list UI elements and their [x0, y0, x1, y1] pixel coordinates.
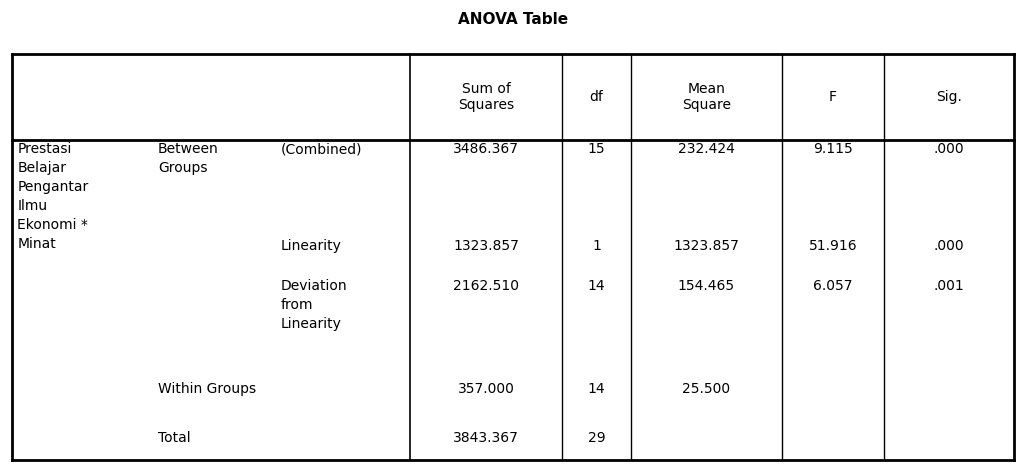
Text: Prestasi
Belajar
Pengantar
Ilmu
Ekonomi *
Minat: Prestasi Belajar Pengantar Ilmu Ekonomi … [17, 142, 88, 251]
Text: Linearity: Linearity [281, 239, 342, 253]
Text: .001: .001 [934, 279, 964, 293]
Text: F: F [829, 90, 837, 104]
Text: Mean
Square: Mean Square [682, 82, 731, 112]
Text: .000: .000 [934, 142, 964, 156]
Text: df: df [590, 90, 603, 104]
Text: Within Groups: Within Groups [158, 382, 256, 396]
Text: 25.500: 25.500 [682, 382, 731, 396]
Text: 3486.367: 3486.367 [453, 142, 519, 156]
Text: 2162.510: 2162.510 [453, 279, 519, 293]
Text: 3843.367: 3843.367 [453, 431, 519, 445]
Text: 1323.857: 1323.857 [453, 239, 519, 253]
Text: 15: 15 [588, 142, 605, 156]
Text: Deviation
from
Linearity: Deviation from Linearity [281, 279, 348, 331]
Text: ANOVA Table: ANOVA Table [458, 12, 568, 27]
Text: Sig.: Sig. [936, 90, 962, 104]
Text: 357.000: 357.000 [458, 382, 515, 396]
Text: 51.916: 51.916 [808, 239, 858, 253]
Text: 14: 14 [588, 382, 605, 396]
Text: Sum of
Squares: Sum of Squares [459, 82, 514, 112]
Text: 14: 14 [588, 279, 605, 293]
Text: 29: 29 [588, 431, 605, 445]
Text: 6.057: 6.057 [814, 279, 853, 293]
Text: Between
Groups: Between Groups [158, 142, 219, 176]
Text: .000: .000 [934, 239, 964, 253]
Text: (Combined): (Combined) [281, 142, 362, 156]
Text: 154.465: 154.465 [678, 279, 735, 293]
Text: Total: Total [158, 431, 191, 445]
Text: 9.115: 9.115 [814, 142, 853, 156]
Text: 1: 1 [592, 239, 601, 253]
Text: 232.424: 232.424 [678, 142, 735, 156]
Text: 1323.857: 1323.857 [673, 239, 740, 253]
